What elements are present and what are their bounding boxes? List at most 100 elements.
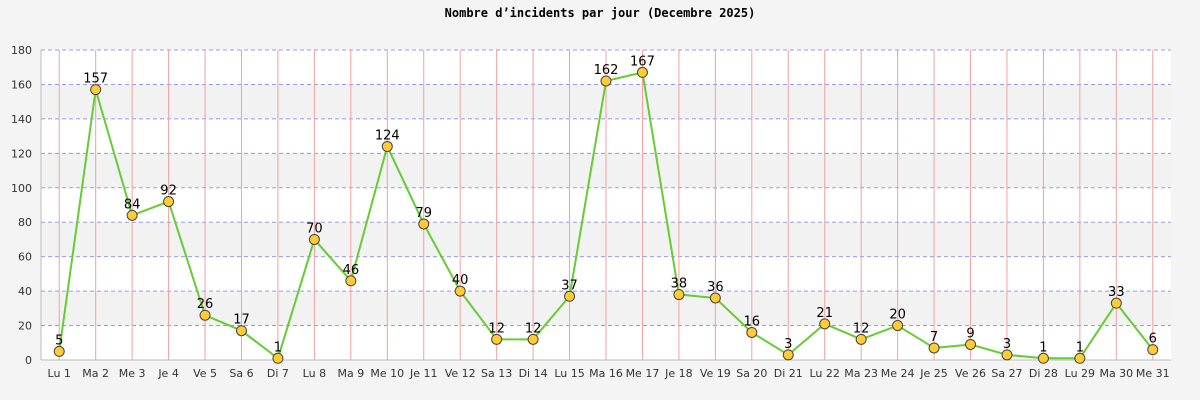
data-point <box>965 339 977 350</box>
x-tick-label: Ma 23 <box>844 367 878 380</box>
x-tick-label: Sa 13 <box>481 367 512 380</box>
data-point <box>819 318 831 330</box>
y-tick-label: 20 <box>18 320 32 333</box>
data-label: 12 <box>853 321 870 336</box>
data-label: 33 <box>1108 285 1125 300</box>
x-tick-label: Ma 16 <box>589 367 623 380</box>
y-tick-label: 80 <box>18 216 32 229</box>
data-point <box>235 325 247 337</box>
data-label: 79 <box>415 206 432 221</box>
data-label: 36 <box>707 280 724 295</box>
data-point <box>163 196 175 208</box>
x-tick-label: Je 4 <box>157 367 179 380</box>
data-label: 3 <box>784 337 792 352</box>
x-tick-label: Lu 15 <box>554 367 584 380</box>
x-tick-label: Je 18 <box>664 367 693 380</box>
x-tick-label: Di 21 <box>774 367 803 380</box>
x-tick-label: Je 25 <box>919 367 948 380</box>
data-point <box>1037 352 1049 364</box>
data-label: 46 <box>343 263 360 278</box>
data-point <box>345 275 357 287</box>
y-tick-label: 120 <box>11 147 32 160</box>
x-tick-label: Ma 2 <box>82 367 109 380</box>
data-label: 92 <box>160 184 177 199</box>
x-tick-label: Ve 5 <box>193 367 217 380</box>
x-tick-label: Lu 29 <box>1065 367 1095 380</box>
data-label: 1 <box>1076 340 1084 355</box>
data-point <box>381 140 393 152</box>
data-point <box>53 345 65 357</box>
data-label: 20 <box>889 308 906 323</box>
data-label: 21 <box>816 306 833 321</box>
data-point <box>491 333 503 345</box>
x-tick-label: Di 14 <box>519 367 548 380</box>
chart-title: Nombre d’incidents par jour (Decembre 20… <box>445 6 756 20</box>
data-label: 12 <box>525 321 542 336</box>
data-label: 6 <box>1149 332 1157 347</box>
data-point <box>600 75 612 87</box>
data-label: 84 <box>124 197 141 212</box>
data-point <box>1110 297 1122 309</box>
data-label: 17 <box>233 313 250 328</box>
data-point <box>527 333 539 345</box>
data-label: 16 <box>744 314 761 329</box>
data-label: 162 <box>594 63 619 78</box>
data-point <box>126 209 138 221</box>
data-point <box>1147 344 1159 356</box>
data-label: 124 <box>375 128 400 143</box>
data-point <box>782 349 794 361</box>
data-label: 70 <box>306 221 323 236</box>
x-tick-label: Sa 20 <box>736 367 767 380</box>
data-point <box>746 326 758 338</box>
y-tick-label: 100 <box>11 182 32 195</box>
x-tick-label: Sa 6 <box>229 367 253 380</box>
data-point <box>636 66 648 78</box>
data-label: 7 <box>930 330 938 345</box>
x-tick-label: Lu 22 <box>810 367 840 380</box>
data-point <box>199 309 211 321</box>
data-point <box>418 218 430 230</box>
data-label: 3 <box>1003 337 1011 352</box>
data-label: 5 <box>55 333 63 348</box>
data-point <box>564 290 576 302</box>
data-label: 157 <box>83 72 108 87</box>
x-tick-label: Ve 26 <box>955 367 986 380</box>
x-tick-label: Ma 30 <box>1099 367 1133 380</box>
x-tick-label: Me 31 <box>1136 367 1170 380</box>
x-tick-label: Ve 19 <box>700 367 731 380</box>
data-label: 167 <box>630 54 655 69</box>
x-tick-label: Di 7 <box>267 367 289 380</box>
data-label: 37 <box>561 278 578 293</box>
x-tick-label: Di 28 <box>1029 367 1058 380</box>
x-tick-label: Ma 9 <box>337 367 364 380</box>
data-point <box>1074 352 1086 364</box>
data-point <box>928 342 940 354</box>
x-tick-label: Sa 27 <box>991 367 1022 380</box>
data-point <box>1001 349 1013 361</box>
y-tick-label: 180 <box>11 44 32 57</box>
x-tick-label: Je 11 <box>409 367 438 380</box>
y-tick-label: 160 <box>11 78 32 91</box>
y-tick-label: 60 <box>18 251 32 264</box>
data-point <box>272 352 284 364</box>
data-label: 38 <box>671 277 688 292</box>
x-tick-label: Me 10 <box>370 367 404 380</box>
data-label: 12 <box>488 321 505 336</box>
data-point <box>709 292 721 304</box>
x-tick-label: Ve 12 <box>445 367 476 380</box>
data-label: 9 <box>966 327 974 342</box>
data-label: 26 <box>197 297 214 312</box>
data-point <box>454 285 466 297</box>
data-label: 1 <box>1039 340 1047 355</box>
x-tick-label: Me 24 <box>881 367 915 380</box>
data-point <box>90 84 102 96</box>
x-tick-label: Lu 8 <box>303 367 326 380</box>
data-point <box>673 289 685 301</box>
data-point <box>855 333 867 345</box>
y-tick-label: 40 <box>18 285 32 298</box>
y-tick-label: 140 <box>11 113 32 126</box>
x-tick-label: Me 3 <box>119 367 146 380</box>
x-tick-label: Me 17 <box>626 367 660 380</box>
